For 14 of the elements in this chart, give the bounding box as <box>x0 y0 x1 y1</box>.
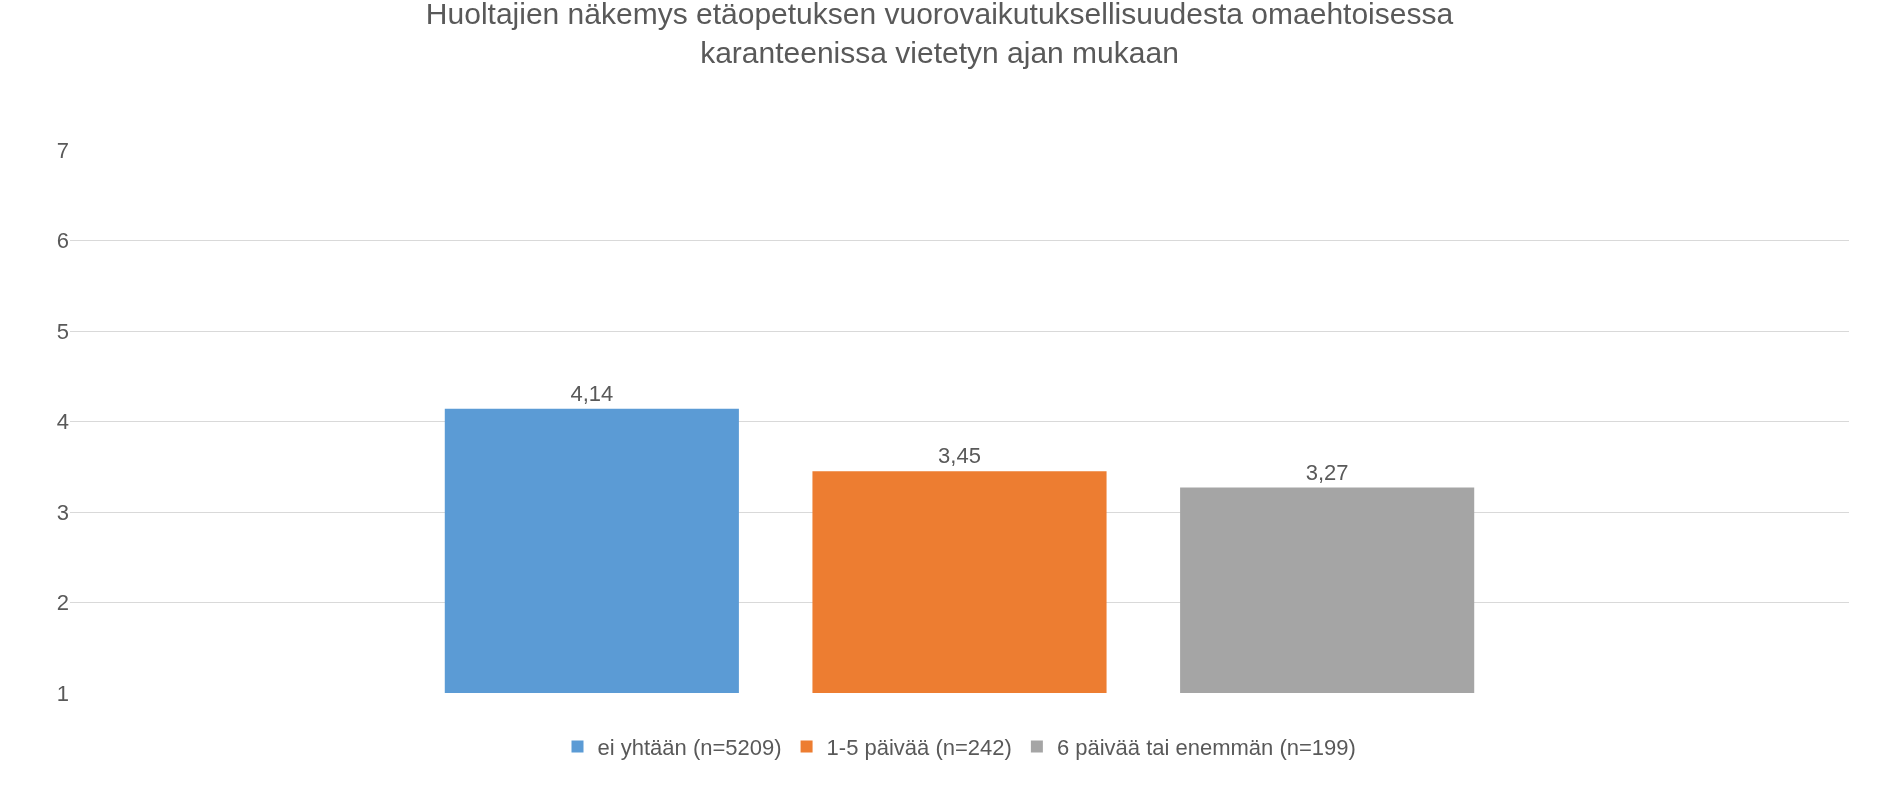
y-tick-label: 7 <box>56 137 69 163</box>
y-tick-label: 4 <box>56 409 69 435</box>
data-label: 3,27 <box>1305 459 1349 485</box>
data-label: 4,14 <box>570 380 614 406</box>
y-tick-label: 6 <box>56 228 69 254</box>
y-tick-label: 3 <box>56 499 69 525</box>
y-tick-label: 2 <box>56 590 69 616</box>
legend-label: 1-5 päivää (n=242) <box>826 734 1012 760</box>
y-tick-label: 1 <box>56 680 69 706</box>
chart-title: Huoltajien näkemys etäopetuksen vuorovaikutuksellisuudesta omaehtoisessa karanteenissa vietetyn ajan mukaan <box>425 0 1454 70</box>
legend-label: ei yhtään (n=5209) <box>597 734 782 760</box>
y-tick-label: 5 <box>56 318 69 344</box>
data-label: 3,45 <box>938 443 981 469</box>
legend-label: 6 päivää tai enemmän (n=199) <box>1056 734 1356 760</box>
